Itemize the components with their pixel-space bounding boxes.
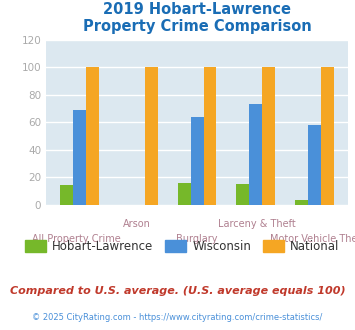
Text: All Property Crime: All Property Crime <box>32 234 121 244</box>
Bar <box>236 184 250 205</box>
Text: Larceny & Theft: Larceny & Theft <box>218 219 296 229</box>
Bar <box>250 104 262 205</box>
Text: Arson: Arson <box>123 219 151 229</box>
Bar <box>144 67 158 205</box>
Text: Burglary: Burglary <box>176 234 218 244</box>
Legend: Hobart-Lawrence, Wisconsin, National: Hobart-Lawrence, Wisconsin, National <box>20 236 344 258</box>
Bar <box>178 182 191 205</box>
Text: Compared to U.S. average. (U.S. average equals 100): Compared to U.S. average. (U.S. average … <box>10 286 345 296</box>
Bar <box>73 110 86 205</box>
Bar <box>321 67 334 205</box>
Text: Motor Vehicle Theft: Motor Vehicle Theft <box>271 234 355 244</box>
Bar <box>295 200 308 205</box>
Bar <box>203 67 217 205</box>
Bar <box>86 67 99 205</box>
Text: © 2025 CityRating.com - https://www.cityrating.com/crime-statistics/: © 2025 CityRating.com - https://www.city… <box>32 313 323 322</box>
Bar <box>308 125 321 205</box>
Bar <box>60 185 73 205</box>
Bar <box>262 67 275 205</box>
Bar <box>191 116 203 205</box>
Title: 2019 Hobart-Lawrence
Property Crime Comparison: 2019 Hobart-Lawrence Property Crime Comp… <box>83 2 311 34</box>
